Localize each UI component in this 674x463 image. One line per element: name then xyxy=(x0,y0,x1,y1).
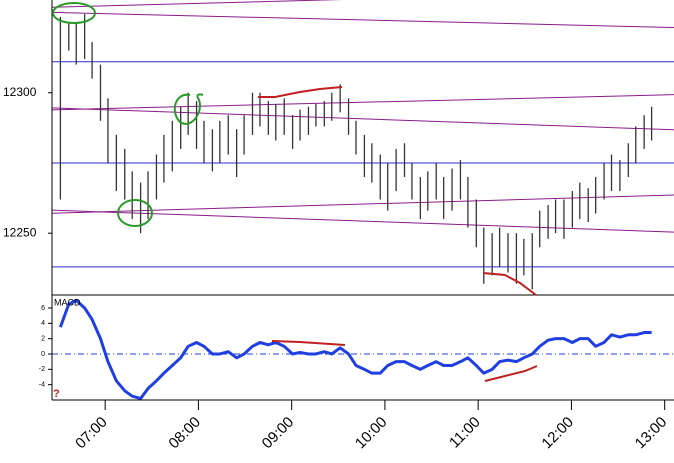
macd-line xyxy=(58,298,652,400)
annotations xyxy=(258,86,538,382)
macd-tick-label: 4 xyxy=(41,320,45,327)
annotation-line xyxy=(484,365,538,382)
macd-tick-label: 0 xyxy=(41,351,45,358)
annotation-line xyxy=(271,340,346,346)
annotation-circle xyxy=(52,2,96,24)
trend-line xyxy=(51,209,674,233)
trend-line xyxy=(51,11,674,29)
trend-line xyxy=(51,94,674,111)
macd-title: MACD xyxy=(54,297,81,307)
macd-tick-label: 2 xyxy=(41,335,45,342)
annotation-circle xyxy=(117,199,153,227)
macd-tick-label: -4 xyxy=(39,382,45,389)
annotation-line xyxy=(258,86,343,98)
y-tick-label: 12250 xyxy=(3,225,37,239)
macd-note: ? xyxy=(53,388,60,400)
trend-line xyxy=(51,107,674,131)
trend-line xyxy=(51,0,343,8)
macd-tick-label: -2 xyxy=(39,366,45,373)
y-tick-label: 12300 xyxy=(3,85,37,99)
annotation-line xyxy=(482,272,537,296)
annotation-circle xyxy=(173,93,204,125)
annotations xyxy=(52,2,204,227)
macd-tick-label: 6 xyxy=(41,305,45,312)
trend-line xyxy=(51,194,674,214)
